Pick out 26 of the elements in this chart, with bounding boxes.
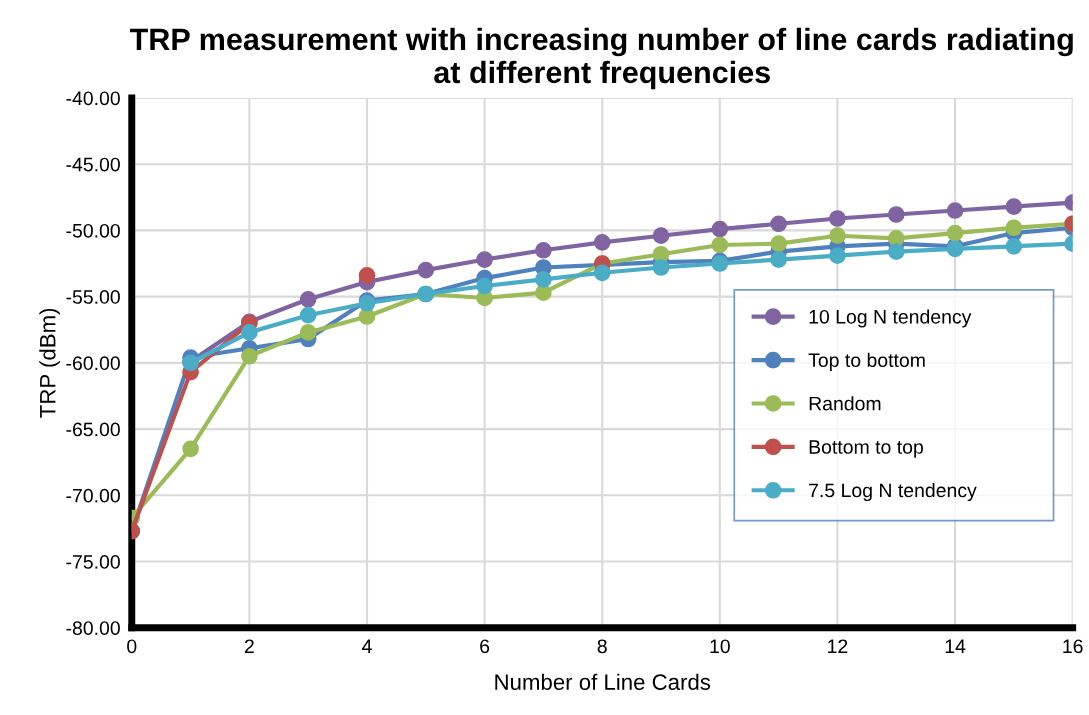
legend-label: Random — [809, 396, 881, 411]
legend-label: Top to bottom — [808, 352, 925, 371]
y-tick-label: -70.00 — [66, 488, 120, 503]
y-tick-label: -50.00 — [66, 223, 120, 238]
x-tick-label: 2 — [244, 639, 254, 653]
legend-label: Bottom to top — [809, 440, 923, 458]
y-axis-title: TRP (dBm) — [39, 308, 60, 418]
legend-label: 7.5 Log N tendency — [809, 482, 977, 502]
x-tick-label: 8 — [597, 639, 607, 654]
x-tick-label: 0 — [127, 639, 137, 654]
y-tick-label: -55.00 — [66, 290, 120, 304]
y-tick-label: -60.00 — [66, 356, 120, 371]
legend-label: 10 Log N tendency — [809, 309, 972, 328]
y-tick-label: -75.00 — [66, 555, 120, 569]
x-tick-label: 4 — [362, 639, 372, 653]
chart-title: TRP measurement with increasing number of line cards radiating at different frequencies — [129, 27, 1073, 90]
y-tick-label: -80.00 — [66, 621, 120, 636]
y-tick-label: -65.00 — [66, 422, 120, 437]
x-tick-label: 14 — [945, 639, 966, 653]
y-tick-label: -40.00 — [66, 91, 120, 106]
x-axis-title: Number of Line Cards — [495, 673, 711, 690]
y-tick-label: -45.00 — [66, 157, 120, 172]
x-tick-label: 10 — [710, 639, 730, 654]
x-tick-label: 12 — [828, 639, 848, 653]
x-tick-label: 16 — [1063, 639, 1083, 654]
x-tick-label: 6 — [480, 639, 490, 654]
